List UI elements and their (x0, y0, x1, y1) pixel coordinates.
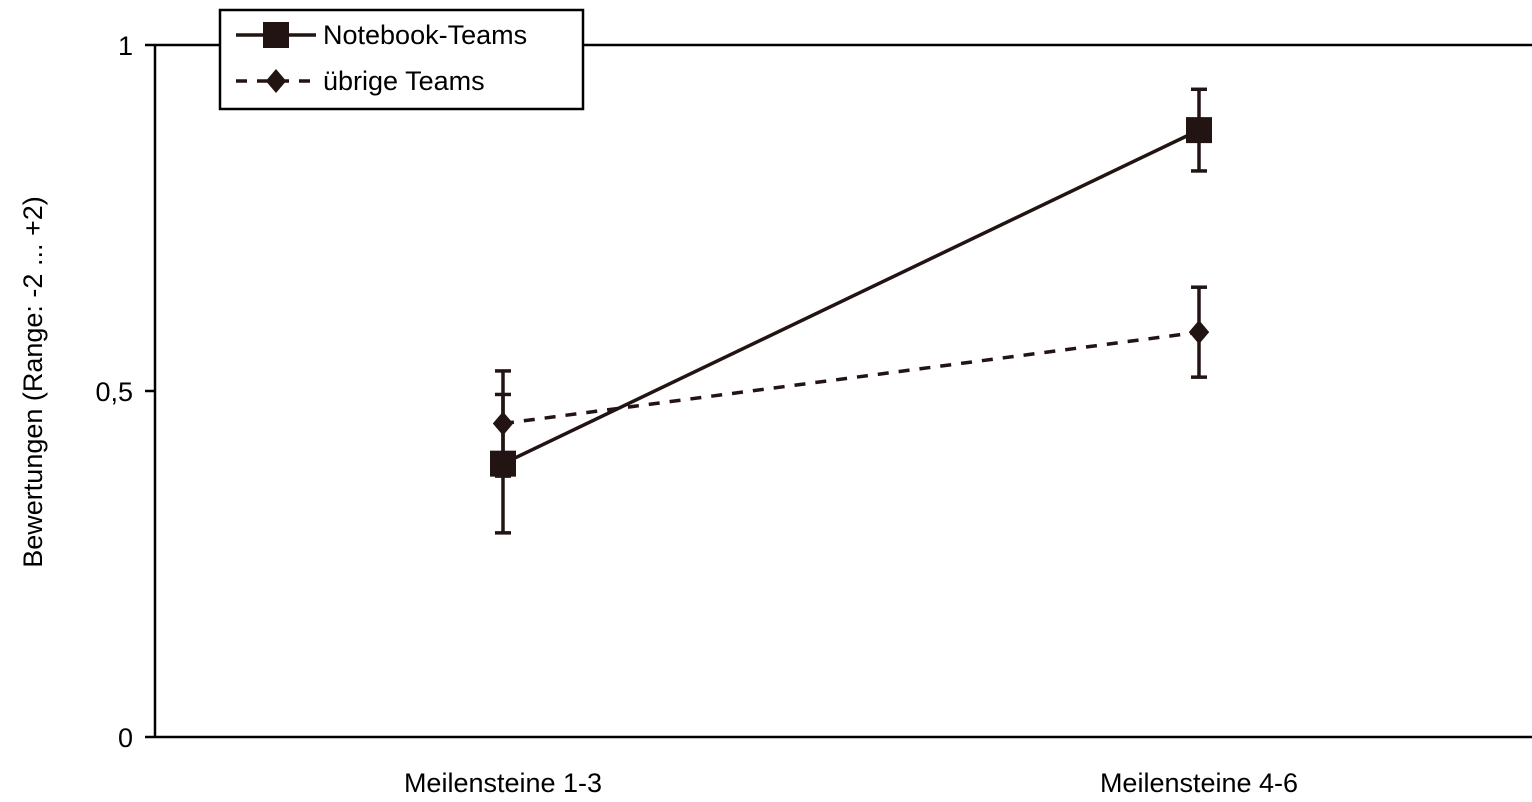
y-axis-title: Bewertungen (Range: -2 ... +2) (18, 196, 48, 567)
x-axis-ticks: Meilensteine 1-3 Meilensteine 4-6 (404, 768, 1298, 798)
y-tick-label: 0 (118, 723, 133, 753)
x-tick-label: Meilensteine 4-6 (1100, 768, 1298, 798)
y-tick-label: 0,5 (95, 377, 133, 407)
data-point-square (490, 450, 516, 477)
legend-item: Notebook-Teams (236, 20, 527, 50)
data-point-diamond (1188, 320, 1210, 345)
legend-marker-diamond (265, 69, 287, 93)
series-diamond (492, 285, 1210, 478)
legend-label: Notebook-Teams (323, 20, 527, 50)
plot-frame (153, 43, 1532, 739)
legend-label: übrige Teams (323, 66, 485, 96)
legend-marker-square (263, 22, 289, 48)
legend: Notebook-Teams übrige Teams (218, 8, 585, 111)
data-point-square (1186, 117, 1212, 144)
series-line (502, 330, 1200, 426)
series-line (502, 128, 1200, 466)
legend-item: übrige Teams (236, 66, 485, 96)
series-layer (490, 87, 1212, 535)
y-tick-label: 1 (118, 31, 133, 61)
y-axis-ticks: 00,51 (95, 31, 155, 753)
x-tick-label: Meilensteine 1-3 (404, 768, 602, 798)
series-square (490, 87, 1212, 535)
